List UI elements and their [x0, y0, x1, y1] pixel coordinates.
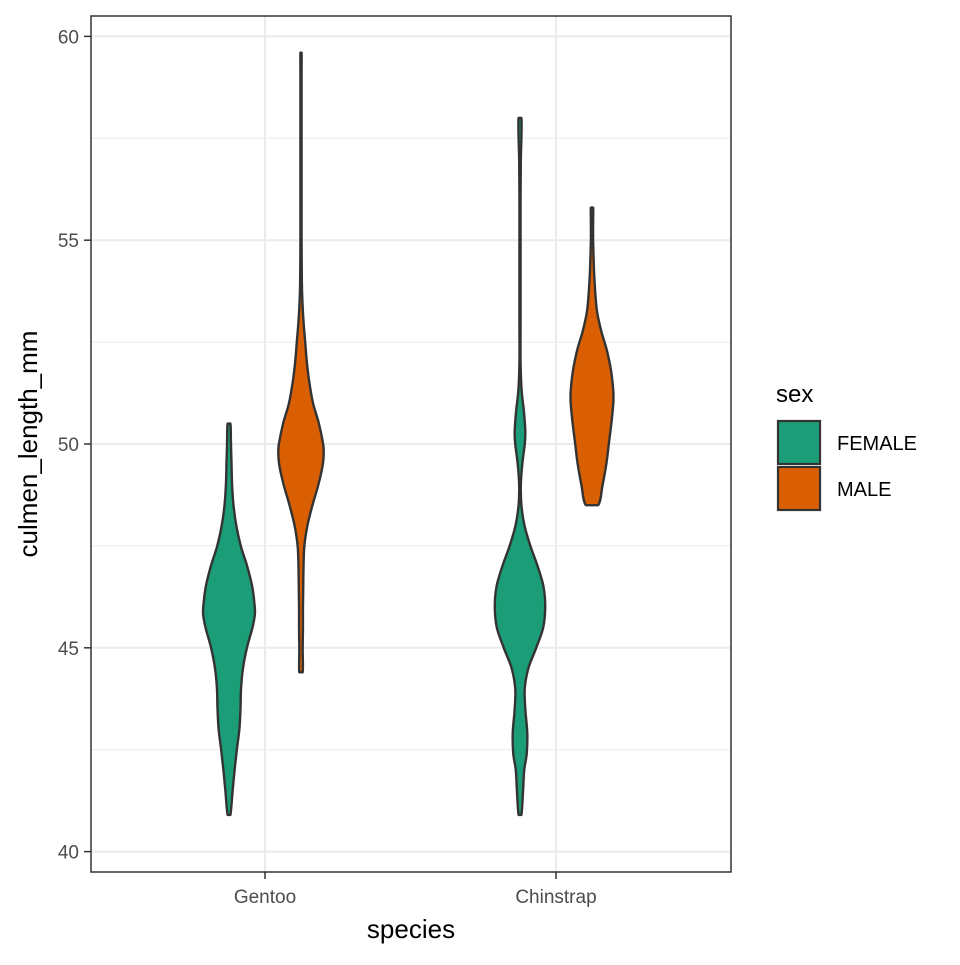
legend-title: sex: [776, 381, 813, 408]
x-axis-title: species: [367, 914, 455, 944]
violins: [201, 51, 615, 817]
y-tick-label: 50: [58, 435, 79, 456]
y-tick-label: 45: [58, 639, 79, 660]
y-axis-title: culmen_length_mm: [13, 331, 43, 558]
legend-key-female: [776, 419, 822, 466]
legend-items: FEMALE MALE: [776, 419, 917, 512]
legend: sex FEMALE MALE: [776, 381, 917, 512]
violin-gentoo-female: [201, 422, 257, 817]
legend-label-male: MALE: [837, 479, 891, 501]
y-tick-label: 55: [58, 231, 79, 252]
axes: 40 45 50 55 60 Gentoo Chinstrap: [58, 27, 597, 908]
legend-label-female: FEMALE: [837, 433, 917, 455]
x-tick-label: Chinstrap: [515, 887, 596, 908]
legend-key-male: [776, 465, 822, 512]
violin-chinstrap-male: [569, 206, 615, 507]
gridlines: [91, 16, 731, 872]
violin-chinstrap-female: [493, 116, 547, 817]
x-tick-label: Gentoo: [234, 887, 296, 908]
y-tick-label: 40: [58, 843, 79, 864]
y-tick-label: 60: [58, 27, 79, 48]
violin-gentoo-male: [277, 51, 325, 674]
